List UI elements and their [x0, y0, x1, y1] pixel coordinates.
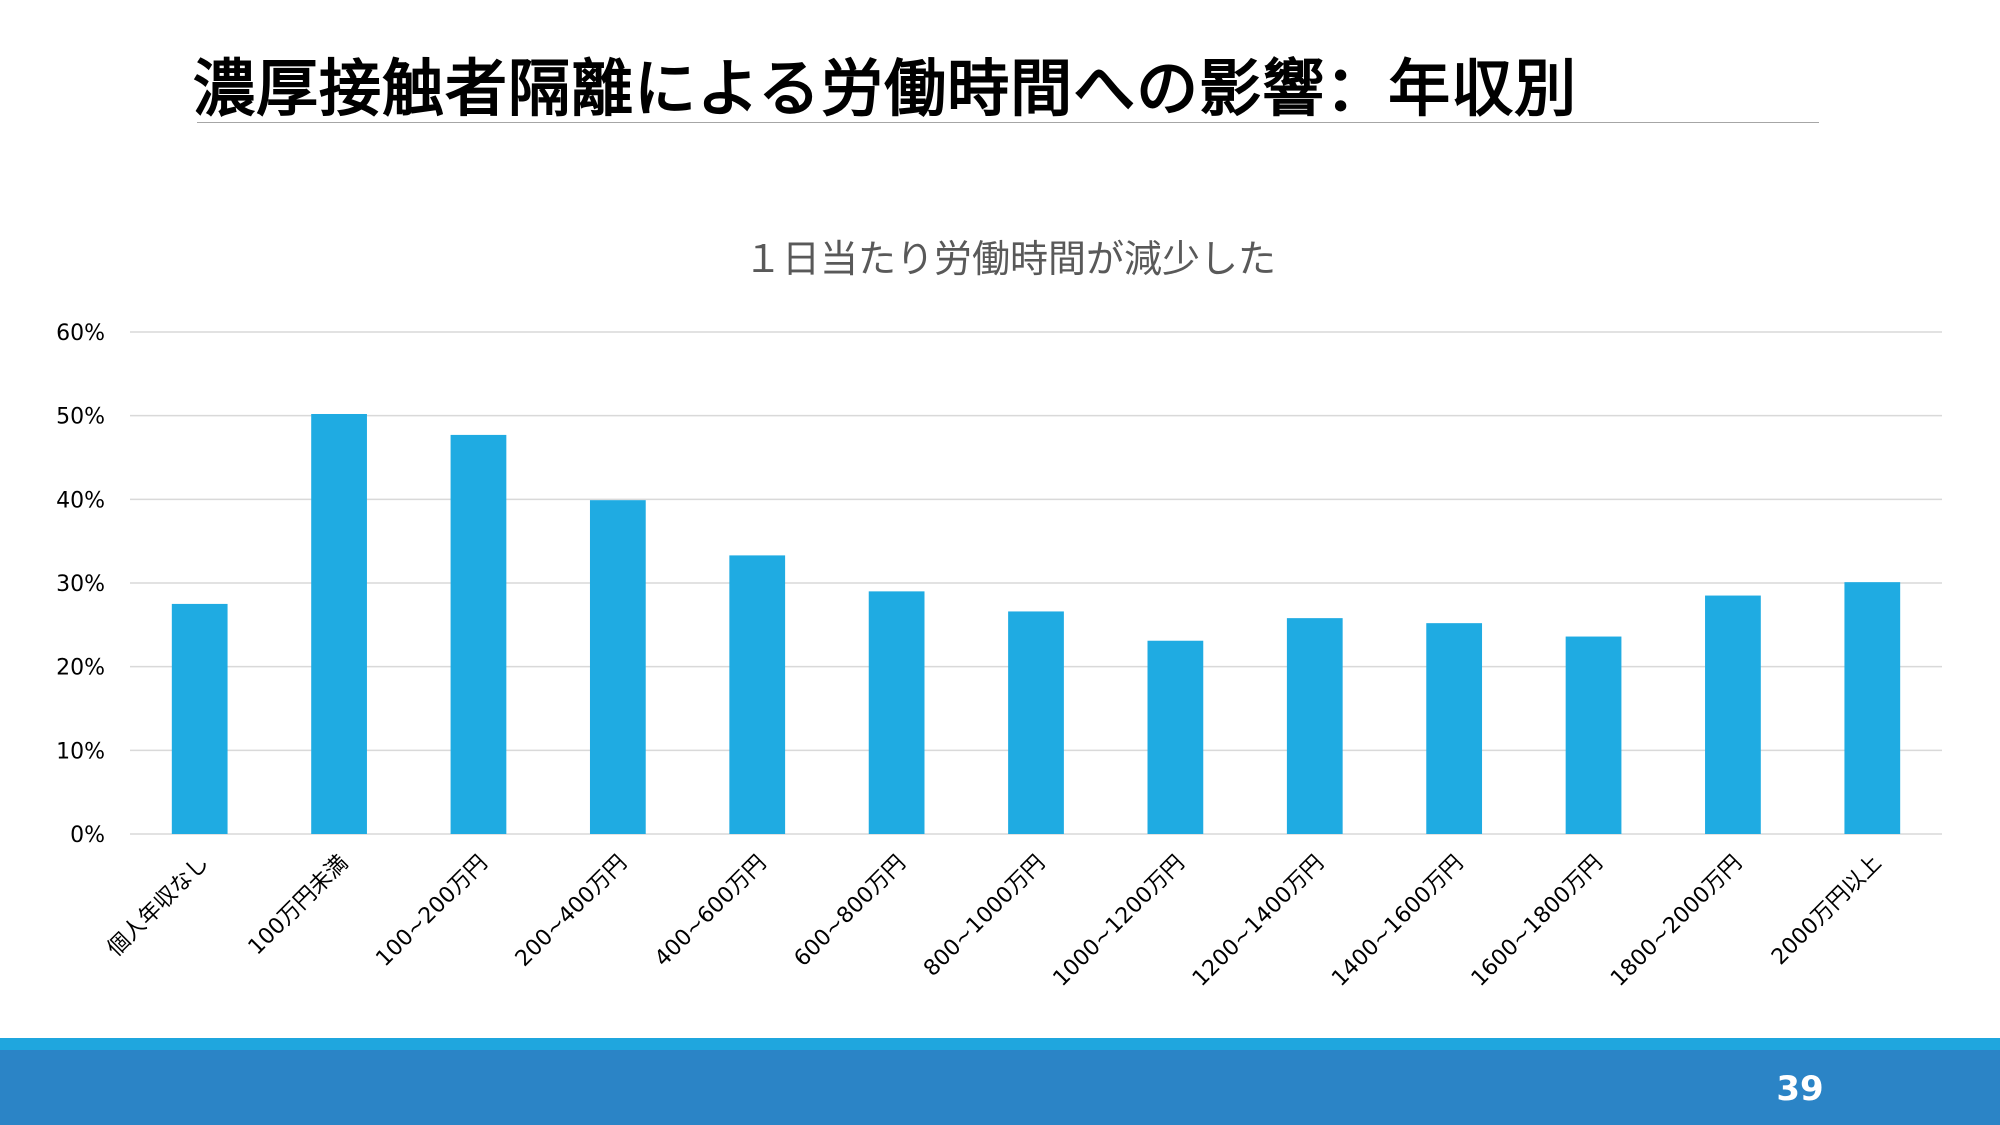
- footer-band: [0, 1050, 2000, 1125]
- bar: [1426, 623, 1483, 834]
- bar: [1565, 636, 1622, 834]
- x-tick-label: 2000万円以上: [1767, 851, 1887, 971]
- x-tick-label: 1400~1600万円: [1327, 851, 1468, 992]
- x-tick-label: 100万円未満: [244, 851, 354, 961]
- bar: [1844, 582, 1901, 834]
- x-tick-label: 1000~1200万円: [1049, 851, 1190, 992]
- bar: [729, 555, 786, 834]
- x-tick-label: 1800~2000万円: [1606, 851, 1747, 992]
- bar: [589, 500, 646, 834]
- footer-stripe: [0, 1038, 2000, 1050]
- x-tick-label: 400~600万円: [650, 851, 771, 972]
- title-divider: [197, 122, 1819, 123]
- gridlines: [130, 331, 1942, 835]
- page-number: 39: [1776, 1069, 1824, 1109]
- y-tick-label: 40%: [56, 488, 105, 513]
- y-tick-label: 50%: [56, 405, 105, 430]
- x-tick-label: 1600~1800万円: [1467, 851, 1608, 992]
- y-tick-label: 0%: [70, 823, 105, 848]
- x-tick-label: 個人年収なし: [103, 851, 214, 962]
- y-tick-label: 60%: [56, 321, 105, 346]
- bar: [311, 413, 367, 834]
- x-axis: 個人年収なし 100万円未満 100~200万円 200~400万円 400~600万円…: [103, 851, 1887, 992]
- bar: [1705, 595, 1761, 834]
- y-axis: 0% 10% 20% 30% 40% 50% 60%: [56, 321, 105, 848]
- y-tick-label: 20%: [56, 656, 105, 681]
- bar-chart: １日当たり労働時間が減少した 0% 10% 20% 30% 40% 50% 60% 個人年収…: [56, 237, 1942, 992]
- x-tick-label: 1200~1400万円: [1188, 851, 1329, 992]
- x-tick-label: 100~200万円: [371, 851, 492, 972]
- slide-title: 濃厚接触者隔離による労働時間への影響：年収別: [193, 52, 1578, 125]
- x-tick-label: 200~400万円: [511, 851, 632, 972]
- chart-title: １日当たり労働時間が減少した: [744, 237, 1276, 281]
- bar: [1147, 640, 1204, 834]
- bar: [1286, 618, 1343, 834]
- bar: [450, 434, 507, 834]
- bars: [171, 413, 1901, 834]
- x-tick-label: 600~800万円: [790, 851, 911, 972]
- bar: [1008, 611, 1064, 834]
- bar: [171, 603, 228, 834]
- bar: [868, 591, 925, 834]
- x-tick-label: 800~1000万円: [919, 851, 1050, 982]
- y-tick-label: 10%: [56, 739, 105, 764]
- y-tick-label: 30%: [56, 572, 105, 597]
